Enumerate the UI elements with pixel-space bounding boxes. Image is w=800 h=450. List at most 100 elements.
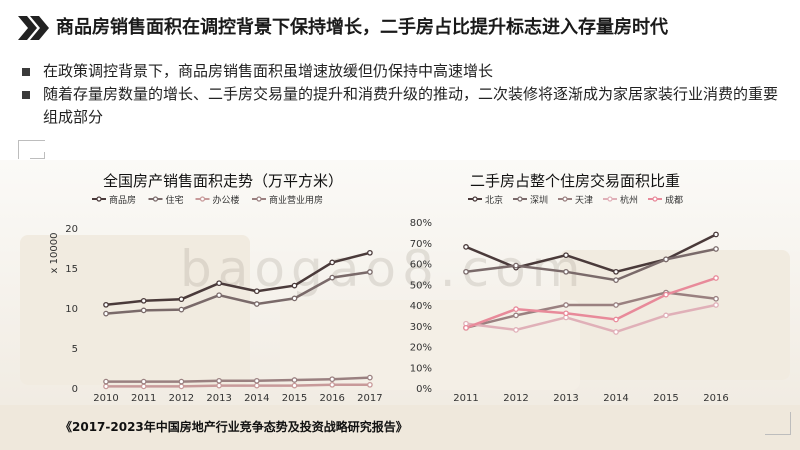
background-sofa-right [560,250,790,380]
chart1-data-point [367,269,373,275]
chart2-data-point [513,327,519,333]
chart2-legend-label: 北京 [485,194,503,206]
chart1-data-point [216,377,222,384]
chart1-data-point [291,377,298,383]
chart1-data-point [291,382,298,389]
chart1-y-tick-label: 10 [65,304,78,315]
chart1-x-tick-label: 2011 [131,393,156,404]
chart1-series-line [106,376,370,383]
double-chevron-icon [18,16,49,40]
chart1-data-point [253,288,260,295]
chart2-y-tick-label: 0% [416,384,432,395]
chart1-y-axis-label: x 10000 [49,233,60,274]
chart1-data-point [329,259,336,266]
chart2-series-line [465,303,717,334]
chart1-x-tick-label: 2012 [169,393,194,404]
chart1-legend-label: 住宅 [166,194,184,206]
chart2-data-point [613,277,619,283]
chart2-data-point [563,302,569,308]
chart2-y-tick-label: 80% [410,218,432,229]
chart2-data-point [513,262,519,269]
chart1-data-point [291,295,298,302]
chart1-data-point [140,307,147,314]
chart2-legend-label: 杭州 [620,194,638,206]
chart1-data-point [103,310,109,317]
bullet-text: 在政策调控背景下，商品房销售面积虽增速放缓但仍保持中高速增长 [43,62,494,80]
chart2-legend-marker [607,196,613,202]
chart2-y-tick-label: 70% [410,239,432,250]
chart2-y-tick-label: 10% [410,363,432,374]
chart1-y-tick-label: 20 [65,224,78,235]
chart1-series-line [106,383,370,388]
chart1-data-point [367,249,373,256]
chart1-data-point [329,376,336,383]
bullet-item: 在政策调控背景下，商品房销售面积虽增速放缓但仍保持中高速增长 [18,60,778,83]
chart1-legend-marker [96,196,102,202]
chart2-data-point [663,256,669,263]
chart2-data-point [463,244,469,250]
chart1-data-point [216,280,222,287]
chart2-data-point [613,316,619,323]
decorative-frame [765,412,791,435]
chart2-x-tick-label: 2014 [603,393,628,404]
chart2-y-tick-label: 30% [410,322,432,333]
bullet-square-icon [22,68,30,76]
chart2-y-tick-label: 40% [410,301,432,312]
chart2-data-point [463,268,469,275]
chart1-x-tick-label: 2017 [357,393,382,404]
chart2-legend-marker [472,196,478,202]
chart2-legend-marker [517,196,523,202]
chart2-legend-marker [652,196,658,202]
chart1-data-point [253,377,260,384]
chart1-y-tick-label: 15 [65,264,78,275]
chart2-data-point [613,302,619,308]
chart2-data-point [713,302,719,308]
chart2-x-tick-label: 2013 [553,393,578,404]
chart1-data-point [367,381,373,388]
chart2-data-point [463,324,469,331]
bullet-text: 随着存量房数量的增长、二手房交易量的提升和消费升级的推动，二次装修将逐渐成为家居… [43,85,779,126]
chart1-y-tick-label: 5 [72,344,78,355]
background-sofa-center [280,300,580,390]
chart1-x-tick-label: 2016 [319,393,344,404]
chart1-data-point [329,274,336,281]
chart2-data-point [713,295,719,302]
chart2-y-tick-label: 20% [410,343,432,354]
chart2-data-point [713,231,719,238]
chart1-data-point [140,378,147,385]
chart2-x-tick-label: 2011 [453,393,478,404]
decorative-frame [18,140,45,159]
chart1-legend-label: 商品房 [109,194,136,206]
page-title: 商品房销售面积在调控背景下保持增长，二手房占比提升标志进入存量房时代 [56,17,668,38]
chart1-data-point [329,381,336,388]
chart1-data-point [178,306,185,313]
chart1-x-tick-label: 2014 [244,393,269,404]
chart2-data-point [713,246,719,252]
chart1-legend-label: 办公楼 [213,194,240,206]
chart2-data-point [713,275,719,281]
chart1-data-point [103,301,109,308]
chart2-y-tick-label: 50% [410,280,432,291]
chart2-series-line [465,233,717,274]
chart1-data-point [291,282,298,289]
chart2-data-point [513,312,519,319]
chart2-legend-label: 深圳 [530,195,548,206]
chart2-series-line [465,247,717,282]
chart2-legend-label: 天津 [575,195,593,206]
chart2-series-line [465,276,717,329]
decorative-frame [30,152,45,159]
chart1-data-point [178,378,185,385]
chart1-x-tick-label: 2015 [282,393,307,404]
chart2-data-point [513,306,519,312]
chart1-x-tick-label: 2013 [206,393,231,404]
chart1-series-line [105,270,371,315]
chart2-x-tick-label: 2016 [703,393,728,404]
chart1-legend-marker [256,196,262,202]
chart1-title: 全国房产销售面积走势（万平方米） [103,172,344,190]
chart1-data-point [216,292,222,299]
chart2-data-point [563,268,569,275]
title-bar: 商品房销售面积在调控背景下保持增长，二手房占比提升标志进入存量房时代 [0,10,800,46]
chart2-data-point [563,252,569,259]
bullet-square-icon [22,91,30,99]
